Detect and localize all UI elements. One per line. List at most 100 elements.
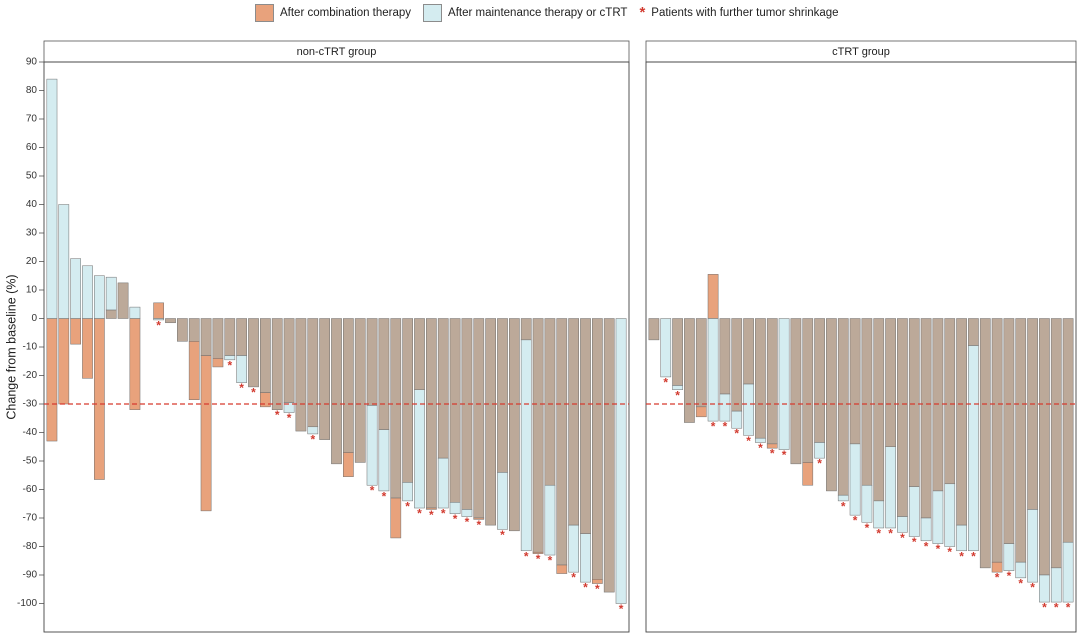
- bar-overlap: [544, 318, 556, 486]
- bar-overlap: [390, 318, 402, 499]
- patient-bar: [58, 204, 70, 405]
- patient-bar: *: [378, 318, 390, 503]
- bar-overlap: [695, 318, 707, 408]
- bar-overlap: [580, 318, 591, 534]
- bar-overlap: [485, 318, 496, 526]
- bar-overlap: [897, 318, 908, 517]
- bar-overlap: [1003, 318, 1015, 544]
- shrinkage-star: *: [453, 512, 458, 526]
- legend-label-combination: After combination therapy: [280, 7, 412, 19]
- patient-bar: [129, 306, 141, 410]
- y-tick-label: -60: [23, 484, 38, 495]
- bar-combination: [473, 517, 485, 520]
- patient-bar: *: [473, 318, 485, 532]
- patient-bar: [70, 258, 81, 345]
- patient-bar: *: [307, 318, 319, 446]
- patient-bar: *: [248, 318, 259, 399]
- bar-maintenance: [449, 502, 461, 514]
- bar-maintenance: [580, 533, 591, 583]
- bar-overlap: [319, 318, 330, 440]
- y-tick-label: -80: [23, 541, 38, 552]
- shrinkage-star: *: [524, 549, 529, 563]
- patient-bar: [509, 318, 520, 532]
- panel-border: [645, 61, 1077, 633]
- bar-maintenance: [908, 486, 920, 537]
- shrinkage-star: *: [548, 554, 553, 568]
- shrinkage-star: *: [1018, 576, 1023, 590]
- bar-combination: [200, 355, 212, 512]
- shrinkage-star: *: [405, 499, 410, 513]
- bar-maintenance: [105, 276, 117, 311]
- patient-bar: [556, 318, 568, 574]
- patient-bar: *: [1003, 318, 1015, 583]
- shrinkage-star: *: [275, 408, 280, 422]
- bar-overlap: [932, 318, 944, 492]
- patient-bar: *: [873, 318, 885, 540]
- patient-bar: *: [932, 318, 944, 556]
- bar-overlap: [248, 318, 259, 388]
- bar-combination: [58, 318, 70, 405]
- bar-overlap: [177, 318, 188, 342]
- bar-maintenance: [885, 446, 896, 529]
- bar-maintenance: [932, 490, 944, 544]
- bar-maintenance: [402, 482, 413, 502]
- shrinkage-star: *: [1042, 601, 1047, 615]
- patient-bar: *: [814, 318, 825, 471]
- shrinkage-star: *: [536, 552, 541, 566]
- patient-bar: *: [366, 318, 378, 498]
- patient-bar: *: [153, 302, 164, 332]
- bar-maintenance: [1050, 567, 1062, 603]
- bar-overlap: [307, 318, 319, 428]
- bar-maintenance: [520, 339, 532, 552]
- shrinkage-star: *: [287, 411, 292, 425]
- y-tick-label: 70: [26, 114, 38, 125]
- bar-combination: [802, 462, 814, 486]
- bar-overlap: [402, 318, 413, 483]
- patient-bar: *: [885, 318, 896, 540]
- shrinkage-star: *: [239, 381, 244, 395]
- shrinkage-star: *: [758, 441, 763, 455]
- bar-combination: [260, 392, 271, 408]
- shrinkage-star: *: [723, 420, 728, 434]
- patient-bar: *: [766, 318, 778, 461]
- bar-maintenance: [307, 426, 319, 435]
- shrinkage-star: *: [1030, 581, 1035, 595]
- legend-label-shrinkage: Patients with further tumor shrinkage: [651, 7, 839, 19]
- shrinkage-star: *: [947, 545, 952, 559]
- patient-bar: *: [414, 318, 425, 521]
- bar-overlap: [1015, 318, 1027, 563]
- patient-bar: [684, 318, 695, 423]
- y-tick-label: 0: [31, 313, 37, 324]
- bar-maintenance: [968, 345, 979, 552]
- patient-bar: *: [1027, 318, 1038, 595]
- bar-combination: [390, 497, 402, 539]
- bar-overlap: [873, 318, 885, 502]
- bar-combination: [46, 318, 58, 442]
- bar-overlap: [814, 318, 825, 443]
- y-tick-label: -40: [23, 427, 38, 438]
- shrinkage-star: *: [900, 531, 905, 545]
- bar-maintenance: [778, 318, 790, 450]
- bar-overlap: [520, 318, 532, 341]
- shrinkage-star: *: [888, 526, 893, 540]
- y-tick-label: 60: [26, 142, 38, 153]
- y-tick-label: 80: [26, 85, 38, 96]
- bar-combination: [153, 302, 164, 319]
- patient-bar: [177, 318, 188, 342]
- bar-overlap: [331, 318, 342, 465]
- patient-bar: [319, 318, 330, 440]
- patient-bar: *: [719, 318, 731, 434]
- patient-bar: [82, 265, 93, 379]
- bar-overlap: [354, 318, 366, 463]
- bar-overlap: [378, 318, 390, 430]
- shrinkage-star: *: [476, 518, 481, 532]
- legend-item-maintenance: After maintenance therapy or cTRT: [423, 4, 627, 22]
- bar-overlap: [802, 318, 814, 463]
- bar-maintenance: [544, 484, 556, 556]
- patient-bar: *: [1062, 318, 1074, 615]
- shrinkage-star: *: [583, 581, 588, 595]
- bar-overlap: [188, 318, 200, 342]
- bar-maintenance: [378, 429, 390, 492]
- bar-overlap: [224, 318, 236, 356]
- bar-overlap: [755, 318, 766, 439]
